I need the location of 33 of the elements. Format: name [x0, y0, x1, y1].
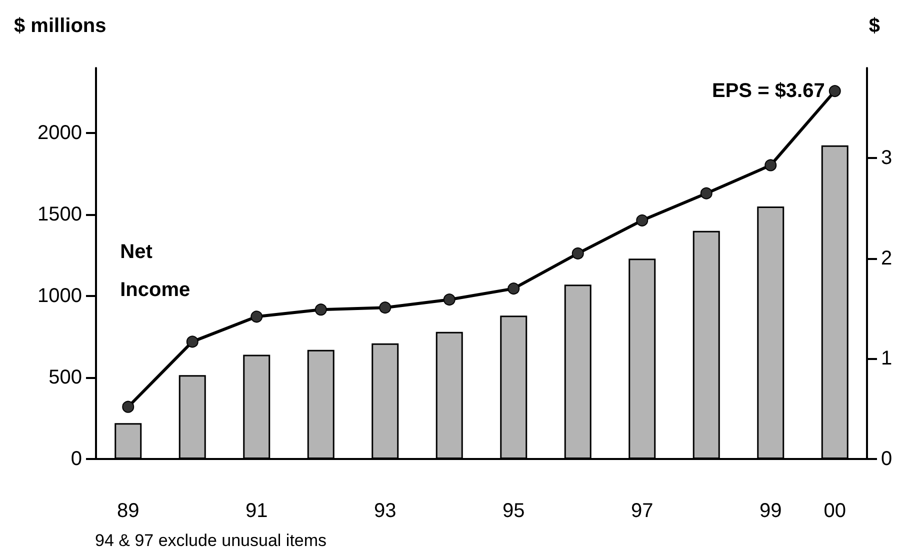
y-tick-label: 1500 — [38, 204, 82, 226]
point — [508, 282, 520, 295]
point — [443, 294, 456, 306]
y-tick-label: 1000 — [38, 285, 82, 308]
y2-axis-title: $ — [868, 15, 880, 37]
point — [764, 159, 777, 172]
point — [828, 85, 841, 98]
y2-tick-label: 0 — [881, 448, 892, 470]
x-tick-label: 97 — [631, 500, 654, 522]
y-tick-label: 500 — [48, 366, 82, 389]
y2-tick-label: 1 — [881, 348, 892, 370]
text: 94 & 97 exclude unusual items — [95, 531, 327, 550]
y-axis-title: $ millions — [14, 15, 106, 37]
point — [250, 310, 263, 323]
x-tick-label: 95 — [502, 500, 525, 522]
annotation: EPS = $3.67 — [712, 80, 825, 102]
point — [700, 187, 712, 200]
x-tick-label: 99 — [760, 500, 782, 522]
y-tick-label: 0 — [70, 448, 82, 470]
point — [572, 247, 584, 260]
x-tick-label: 91 — [246, 500, 268, 522]
point — [636, 214, 648, 226]
y2-tick-label: 2 — [881, 247, 892, 270]
point — [314, 304, 327, 316]
y-tick-label: 2000 — [38, 122, 82, 144]
x-tick-label: 93 — [374, 500, 396, 522]
point — [379, 302, 392, 314]
text: Net Income — [120, 241, 190, 302]
x-tick-label: 89 — [117, 500, 140, 522]
x-tick-label: 00 — [824, 500, 846, 522]
y2-tick-label: 3 — [881, 147, 892, 170]
point — [122, 400, 134, 413]
point — [186, 336, 198, 348]
